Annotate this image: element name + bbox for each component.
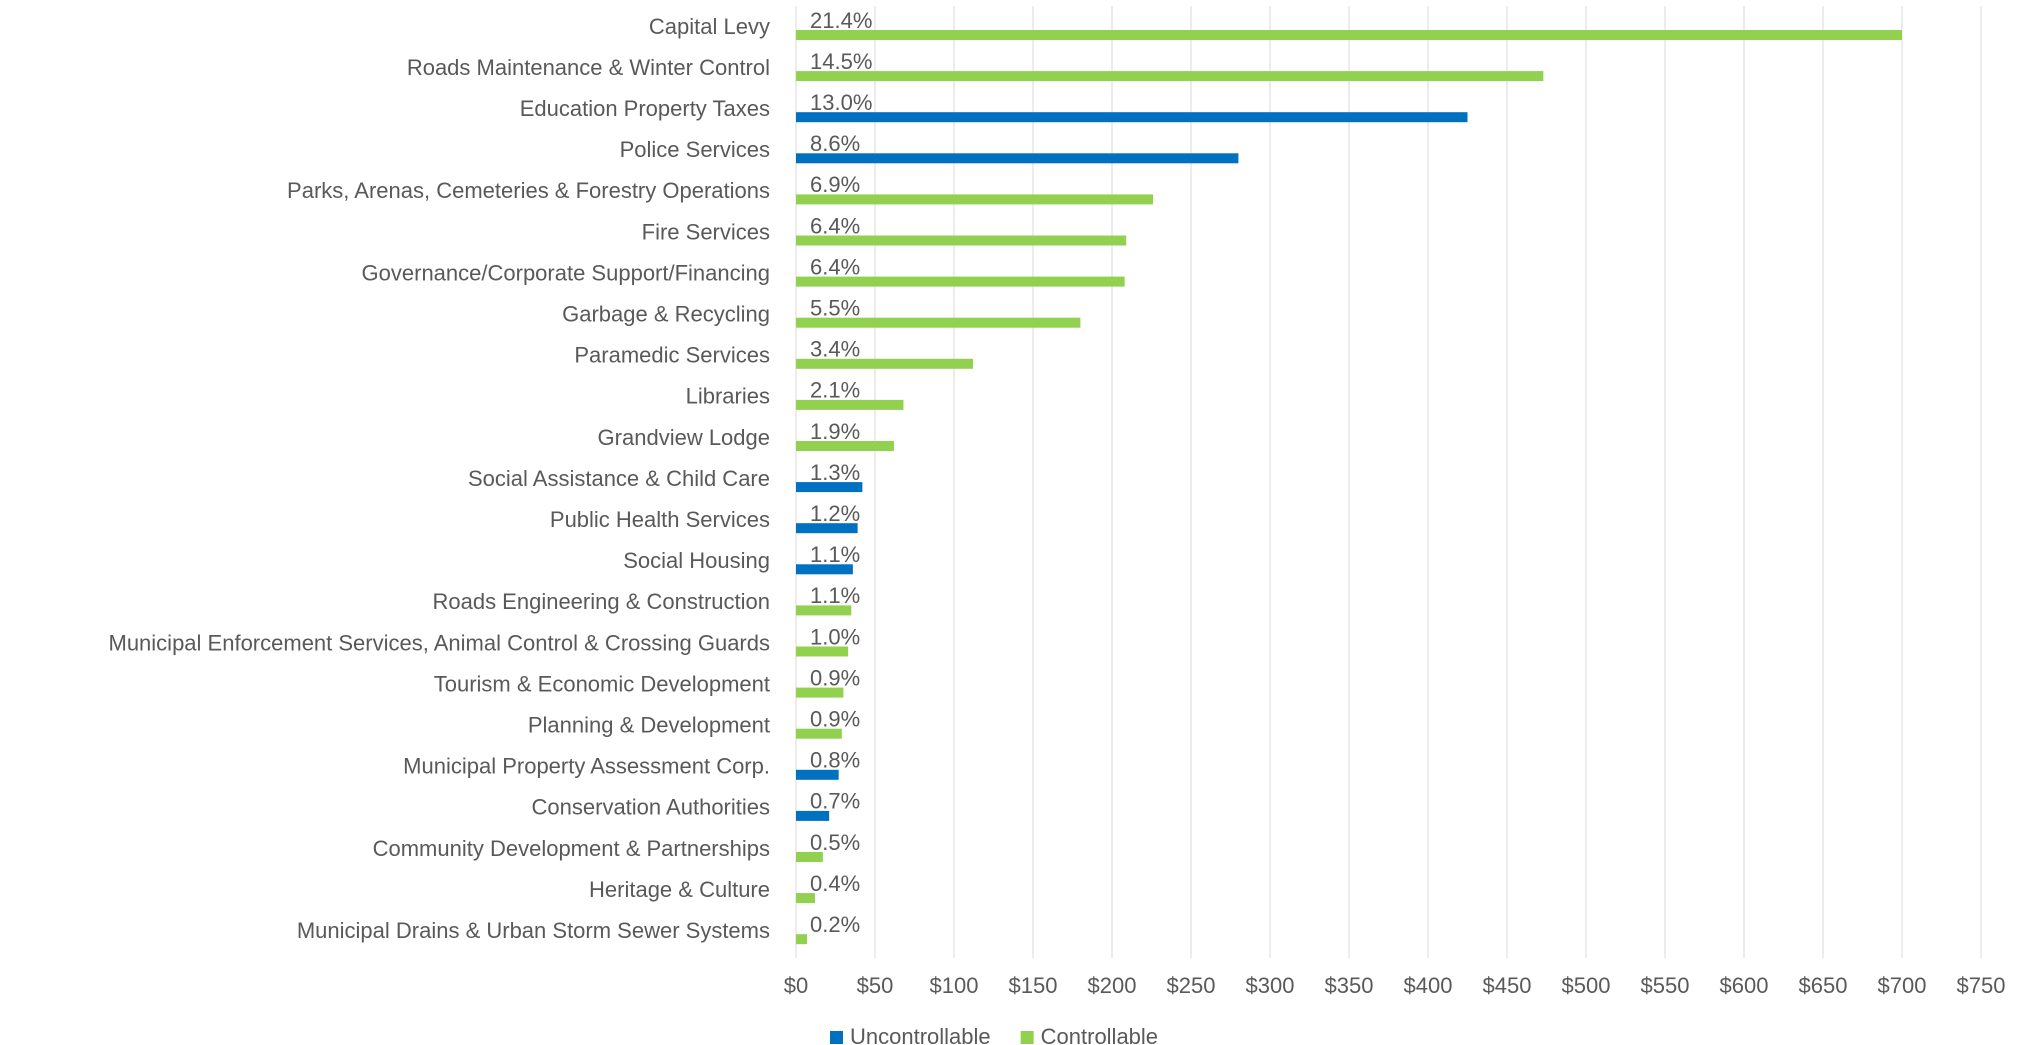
y-tick-label: Police Services <box>620 137 770 162</box>
bar <box>796 235 1127 246</box>
y-tick-label: Roads Maintenance & Winter Control <box>407 55 770 80</box>
data-label: 8.6% <box>810 131 860 156</box>
data-label: 6.4% <box>810 254 860 279</box>
data-label: 1.1% <box>810 542 860 567</box>
bar <box>796 810 830 821</box>
data-label: 1.0% <box>810 624 860 649</box>
x-tick-label: $500 <box>1562 973 1611 998</box>
data-label: 3.4% <box>810 337 860 362</box>
x-tick-label: $100 <box>930 973 979 998</box>
bar <box>796 564 853 575</box>
y-tick-label: Libraries <box>686 384 770 409</box>
bar <box>796 30 1902 40</box>
legend-label: Controllable <box>1041 1024 1158 1045</box>
data-label: 1.2% <box>810 501 860 526</box>
data-label: 5.5% <box>810 296 860 321</box>
data-label: 0.4% <box>810 871 860 896</box>
bar <box>796 71 1544 82</box>
bar <box>796 441 894 451</box>
bar <box>796 153 1239 164</box>
bar <box>796 852 823 862</box>
x-tick-label: $600 <box>1720 973 1769 998</box>
data-label: 0.8% <box>810 748 860 773</box>
y-tick-label: Municipal Enforcement Services, Animal C… <box>109 630 771 655</box>
x-tick-label: $650 <box>1799 973 1848 998</box>
data-label: 21.4% <box>810 8 872 33</box>
bar <box>796 646 849 657</box>
bar <box>796 358 973 369</box>
y-tick-label: Garbage & Recycling <box>562 302 770 327</box>
y-tick-label: Planning & Development <box>528 713 770 738</box>
data-label: 0.2% <box>810 912 860 937</box>
bar <box>796 687 844 698</box>
y-tick-label: Capital Levy <box>649 14 770 39</box>
bar <box>796 934 808 945</box>
y-tick-label: Social Assistance & Child Care <box>468 466 770 491</box>
y-tick-label: Community Development & Partnerships <box>373 836 770 861</box>
data-label: 1.3% <box>810 460 860 485</box>
y-tick-label: Social Housing <box>623 548 770 573</box>
x-tick-label: $550 <box>1641 973 1690 998</box>
x-tick-label: $700 <box>1878 973 1927 998</box>
y-tick-label: Governance/Corporate Support/Financing <box>362 260 770 285</box>
y-tick-label: Heritage & Culture <box>589 877 770 902</box>
x-tick-label: $750 <box>1957 973 2006 998</box>
x-tick-label: $450 <box>1483 973 1532 998</box>
x-tick-label: $300 <box>1246 973 1295 998</box>
x-tick-label: $200 <box>1088 973 1137 998</box>
bar <box>796 399 904 410</box>
bar <box>796 482 863 493</box>
data-label: 0.9% <box>810 665 860 690</box>
data-label: 1.1% <box>810 583 860 608</box>
bar <box>796 112 1468 123</box>
data-label: 0.5% <box>810 830 860 855</box>
bar <box>796 523 858 534</box>
data-label: 6.9% <box>810 172 860 197</box>
bar <box>796 317 1081 328</box>
y-tick-label: Paramedic Services <box>574 343 770 368</box>
data-label: 0.7% <box>810 789 860 814</box>
legend-swatch <box>830 1031 843 1044</box>
y-tick-label: Municipal Property Assessment Corp. <box>403 754 770 779</box>
data-label: 6.4% <box>810 213 860 238</box>
legend-label: Uncontrollable <box>850 1024 991 1045</box>
x-tick-label: $400 <box>1404 973 1453 998</box>
y-tick-label: Grandview Lodge <box>598 425 770 450</box>
x-tick-label: $0 <box>784 973 808 998</box>
y-tick-label: Conservation Authorities <box>532 795 770 820</box>
y-tick-label: Public Health Services <box>550 507 770 532</box>
bar <box>796 728 842 739</box>
bar <box>796 194 1154 205</box>
y-tick-label: Municipal Drains & Urban Storm Sewer Sys… <box>297 918 770 943</box>
y-tick-label: Education Property Taxes <box>520 96 770 121</box>
legend-swatch <box>1020 1031 1034 1044</box>
y-tick-label: Parks, Arenas, Cemeteries & Forestry Ope… <box>287 178 770 203</box>
data-label: 2.1% <box>810 378 860 403</box>
bar <box>796 893 815 904</box>
bar <box>796 769 839 780</box>
x-tick-label: $250 <box>1167 973 1216 998</box>
data-label: 1.9% <box>810 419 860 444</box>
y-tick-label: Tourism & Economic Development <box>434 671 770 696</box>
y-tick-label: Roads Engineering & Construction <box>432 589 770 614</box>
y-tick-label: Fire Services <box>642 219 770 244</box>
x-tick-label: $350 <box>1325 973 1374 998</box>
data-label: 13.0% <box>810 90 872 115</box>
data-label: 0.9% <box>810 707 860 732</box>
bar <box>796 276 1125 287</box>
x-tick-label: $150 <box>1009 973 1058 998</box>
bar <box>796 605 852 616</box>
x-tick-label: $50 <box>857 973 894 998</box>
data-label: 14.5% <box>810 49 872 74</box>
